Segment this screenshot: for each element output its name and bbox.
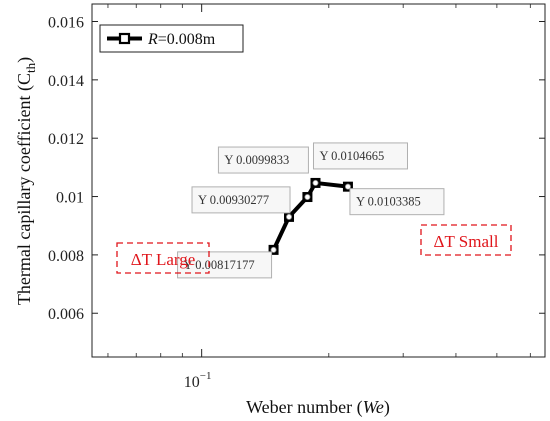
x-axis-ticks: 10−1 [107,4,531,391]
y-axis-ticks: 0.006 0.008 0.01 0.012 0.014 0.016 [48,15,545,323]
legend-box [99,24,244,53]
x-tick-label-base: 10 [184,374,200,391]
series-layer [268,177,353,255]
x-axis-label: Weber number (We) [246,397,390,418]
data-point-highlight [270,246,277,253]
datatip: Y 0.00817177 [177,251,273,279]
legend-label-italic: R [147,31,158,48]
y-axis-label-main: Thermal capillary coefficient (C [14,73,35,305]
x-axis-label-main: Weber number ( [246,397,363,418]
y-tick-label: 0.012 [48,131,84,148]
datatip-box [191,186,291,214]
y-tick-label: 0.006 [48,306,84,323]
legend-label: R=0.008m [147,31,216,48]
annotation-dt-large: ΔT Large [116,242,210,274]
datatip-text: Y 0.00817177 [184,258,255,272]
datatip-text: Y 0.0099833 [224,153,289,167]
data-point-highlight [304,194,311,201]
legend-label-rest: =0.008m [158,31,216,48]
x-axis-label-close: ) [384,397,390,418]
datatip: Y 0.0103385 [349,188,445,216]
datatip-box [312,142,408,170]
y-tick-label: 0.014 [48,73,84,90]
y-tick-label: 0.008 [48,248,84,265]
datatip-text: Y 0.0104665 [319,149,384,163]
annotation-dt-large-text: ΔT Large [131,250,196,269]
datatip: Y 0.0104665 [312,142,408,170]
annotation-dt-small-text: ΔT Small [434,232,499,251]
annotation-dt-small: ΔT Small [420,224,512,256]
datatip-text: Y 0.0103385 [356,195,421,209]
x-tick-label-exponent: −1 [200,370,212,382]
y-axis-label-sub: th [23,62,38,73]
data-point-highlight [344,183,351,190]
datatips-layer: Y 0.00817177 Y 0.00930277 Y 0.0099833 Y 0.0… [177,142,445,279]
y-tick-label: 0.01 [56,190,84,207]
y-axis-label: Thermal capillary coefficient (Cth) [14,57,38,305]
x-tick-label: 10−1 [184,370,212,391]
datatip: Y 0.0099833 [217,146,309,174]
y-tick-label: 0.016 [48,15,84,32]
datatip-box [349,188,445,216]
data-point-highlight [312,179,319,186]
legend-marker [118,32,131,45]
annotation-dt-large-box [116,242,210,274]
x-axis-label-italic: We [363,397,384,417]
data-point-highlight [286,213,293,220]
datatip: Y 0.00930277 [191,186,291,214]
legend: R=0.008m [99,24,244,53]
datatip-box [217,146,309,174]
datatip-box [177,251,273,279]
annotation-dt-small-box [420,224,512,256]
datatip-text: Y 0.00930277 [198,193,269,207]
y-axis-label-close: ) [14,57,35,63]
